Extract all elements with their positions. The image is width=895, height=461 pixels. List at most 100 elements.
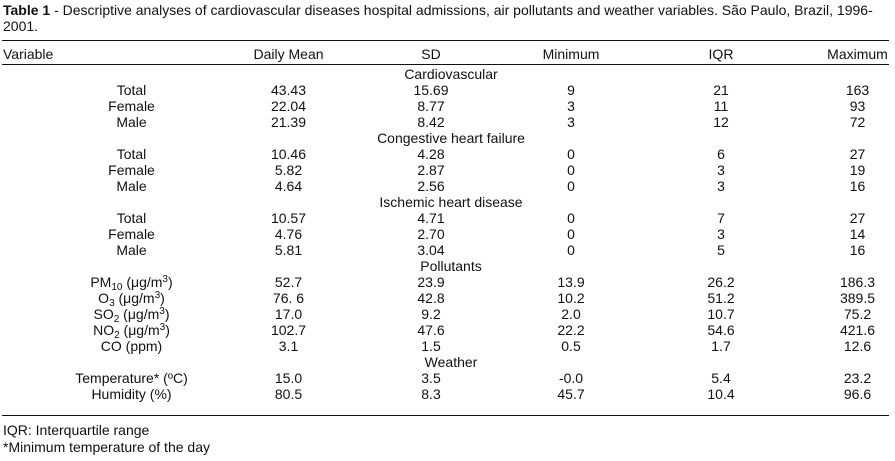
row-label: Male [116,114,147,130]
cell-daily-mean: 102.7 [270,322,307,338]
cell-daily-mean: 22.04 [270,98,307,114]
cell-maximum: 16 [849,178,866,194]
group-label: Pollutants [420,258,482,274]
cell-maximum: 421.6 [839,322,876,338]
row-label: Total [116,146,147,162]
table-row: Female 5.82 2.87 0 3 19 [3,162,895,178]
footnote-iqr: IQR: Interquartile range [3,422,150,438]
cell-minimum: 3 [567,114,575,130]
table-row: O3 (μg/m3) 76. 6 42.8 10.2 51.2 389.5 [3,290,895,309]
header-variable: Variable [3,46,54,62]
cell-sd: 2.87 [417,162,445,178]
header-maximum: Maximum [827,46,888,62]
table-row: Total 43.43 15.69 9 21 163 [3,82,895,98]
cell-sd: 15.69 [413,82,449,98]
cell-iqr: 3 [717,226,725,242]
bottom-rule [2,415,889,416]
cell-sd: 23.9 [417,274,445,290]
table-row: CO (ppm) 3.1 1.5 0.5 1.7 12.6 [3,338,895,354]
cell-maximum: 72 [849,114,866,130]
table-row: Male 21.39 8.42 3 12 72 [3,114,895,130]
cell-iqr: 12 [713,114,729,130]
group-row: Congestive heart failure [3,130,895,146]
group-row: Ischemic heart disease [3,194,895,210]
cell-iqr: 11 [713,98,729,114]
cell-sd: 3.5 [421,370,441,386]
cell-minimum: -0.0 [558,370,584,386]
cell-minimum: 45.7 [557,386,585,402]
cell-maximum: 93 [849,98,866,114]
cell-iqr: 5 [717,242,725,258]
cell-daily-mean: 10.57 [270,210,307,226]
table-row: Humidity (%) 80.5 8.3 45.7 10.4 96.6 [3,386,895,402]
cell-daily-mean: 80.5 [274,386,303,402]
cell-iqr: 26.2 [707,274,735,290]
cell-iqr: 10.7 [707,306,735,322]
descriptive-table: Variable Daily Mean SD Minimum IQR Maxim… [3,44,895,402]
cell-iqr: 10.4 [707,386,735,402]
cell-daily-mean: 10.46 [270,146,307,162]
cell-minimum: 0.5 [561,338,581,354]
group-label: Ischemic heart disease [379,194,523,210]
table-row: Male 4.64 2.56 0 3 16 [3,178,895,194]
cell-daily-mean: 52.7 [274,274,303,290]
cell-maximum: 186.3 [839,274,876,290]
cell-sd: 4.71 [417,210,445,226]
table-row: Total 10.46 4.28 0 6 27 [3,146,895,162]
cell-maximum: 23.2 [843,370,872,386]
group-label: Weather [424,354,478,370]
cell-daily-mean: 5.81 [274,242,303,258]
cell-maximum: 75.2 [843,306,872,322]
cell-iqr: 3 [717,162,725,178]
cell-sd: 1.5 [421,338,441,354]
header-row: Variable Daily Mean SD Minimum IQR Maxim… [3,44,895,64]
table-caption: Table 1 - Descriptive analyses of cardio… [3,2,888,34]
table-row: Total 10.57 4.71 0 7 27 [3,210,895,226]
cell-daily-mean: 5.82 [274,162,303,178]
caption-text: - Descriptive analyses of cardiovascular… [3,2,873,34]
cell-daily-mean: 4.76 [274,226,303,242]
table-footnotes: IQR: Interquartile range *Minimum temper… [3,422,883,456]
cell-iqr: 21 [713,82,729,98]
cell-sd: 3.04 [417,242,445,258]
cell-maximum: 14 [849,226,866,242]
cell-minimum: 0 [567,226,575,242]
cell-maximum: 16 [849,242,866,258]
cell-daily-mean: 43.43 [270,82,307,98]
cell-sd: 8.3 [421,386,441,402]
cell-daily-mean: 76. 6 [272,290,305,306]
row-label: Total [116,210,147,226]
cell-minimum: 3 [567,98,575,114]
cell-iqr: 1.7 [711,338,731,354]
table-row: SO2 (μg/m3) 17.0 9.2 2.0 10.7 75.2 [3,306,895,325]
cell-sd: 2.70 [417,226,445,242]
row-label: Total [116,82,147,98]
group-label: Cardiovascular [404,66,498,82]
cell-maximum: 19 [849,162,866,178]
cell-daily-mean: 17.0 [274,306,303,322]
row-label: Male [116,178,147,194]
row-label: Female [108,162,155,178]
cell-minimum: 0 [567,146,575,162]
header-sd: SD [421,46,441,62]
cell-daily-mean: 15.0 [274,370,303,386]
table-label: Table 1 [3,2,51,18]
cell-minimum: 9 [567,82,575,98]
row-label: Female [108,98,155,114]
table-row: NO2 (μg/m3) 102.7 47.6 22.2 54.6 421.6 [3,322,895,341]
group-label: Congestive heart failure [377,130,525,146]
cell-iqr: 7 [717,210,725,226]
cell-maximum: 12.6 [843,338,872,354]
row-label: O3 (μg/m3) [98,290,165,309]
cell-minimum: 0 [567,178,575,194]
footnote-temperature: *Minimum temperature of the day [3,439,210,455]
cell-sd: 8.42 [417,114,445,130]
top-rule [2,40,889,41]
cell-iqr: 3 [717,178,725,194]
cell-daily-mean: 3.1 [278,338,299,354]
table-row: Temperature* (ºC) 15.0 3.5 -0.0 5.4 23.2 [3,370,895,386]
header-rule [2,64,889,65]
header-daily-mean: Daily Mean [253,46,324,62]
cell-iqr: 6 [717,146,725,162]
row-label: Humidity (%) [91,386,172,402]
